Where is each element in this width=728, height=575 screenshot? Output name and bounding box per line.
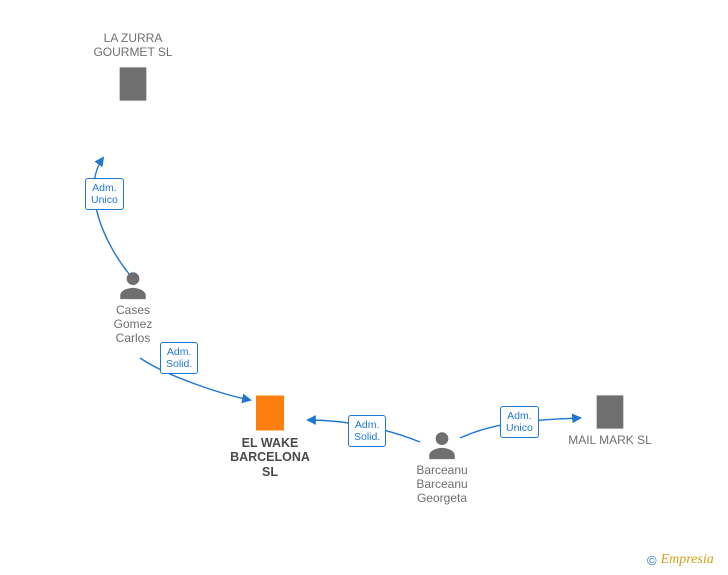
watermark-text: Empresia <box>661 552 714 568</box>
building-icon <box>590 392 630 432</box>
watermark: © Empresia <box>647 552 714 568</box>
node-label: Barceanu Barceanu Georgeta <box>397 464 487 505</box>
building-icon <box>113 64 153 104</box>
node-label: EL WAKE BARCELONA SL <box>210 436 330 479</box>
node-label: Cases Gomez Carlos <box>98 304 168 345</box>
node-barceanu[interactable]: Barceanu Barceanu Georgeta <box>397 428 487 505</box>
node-label: MAIL MARK SL <box>550 434 670 448</box>
node-cases-gomez-carlos[interactable]: Cases Gomez Carlos <box>98 268 168 345</box>
edge-cases-to-lazurra <box>94 158 130 275</box>
node-label: LA ZURRA GOURMET SL <box>78 32 188 60</box>
edge-label-barceanu-to-mailmark: Adm. Unico <box>500 406 539 438</box>
person-icon <box>425 428 459 462</box>
diagram-canvas: Adm. Unico Adm. Solid. Adm. Solid. Adm. … <box>0 0 728 575</box>
node-la-zurra[interactable]: LA ZURRA GOURMET SL <box>78 30 188 104</box>
edge-label-cases-to-lazurra: Adm. Unico <box>85 178 124 210</box>
person-icon <box>116 268 150 302</box>
copyright-symbol: © <box>647 553 657 568</box>
node-el-wake-barcelona[interactable]: EL WAKE BARCELONA SL <box>210 392 330 479</box>
building-icon <box>249 392 291 434</box>
edge-label-barceanu-to-elwake: Adm. Solid. <box>348 415 386 447</box>
edge-label-cases-to-elwake: Adm. Solid. <box>160 342 198 374</box>
node-mail-mark[interactable]: MAIL MARK SL <box>550 392 670 448</box>
